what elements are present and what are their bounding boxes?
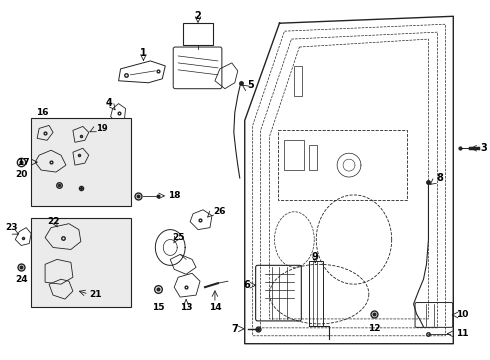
Text: 12: 12 [368, 324, 380, 333]
Text: 15: 15 [152, 302, 165, 311]
Text: 20: 20 [15, 170, 27, 179]
Text: 7: 7 [231, 324, 238, 334]
Text: 21: 21 [90, 289, 102, 298]
Text: 3: 3 [480, 143, 487, 153]
Text: 13: 13 [180, 302, 193, 311]
Text: 4: 4 [105, 98, 112, 108]
Text: 24: 24 [15, 275, 27, 284]
Text: 26: 26 [213, 207, 225, 216]
Text: 14: 14 [209, 302, 221, 311]
Text: 6: 6 [243, 280, 250, 290]
Text: 5: 5 [248, 80, 254, 90]
Text: 23: 23 [5, 223, 18, 232]
Text: 11: 11 [456, 329, 469, 338]
Text: 22: 22 [47, 217, 59, 226]
Bar [294, 66, 302, 96]
Text: 9: 9 [312, 252, 318, 262]
Bar [309, 145, 317, 170]
Bar [31, 118, 130, 206]
Text: 16: 16 [36, 108, 49, 117]
Text: 2: 2 [195, 11, 201, 21]
Bar [285, 140, 304, 170]
Text: 17: 17 [17, 158, 29, 167]
Bar [309, 261, 323, 326]
Bar [31, 218, 130, 307]
Text: 8: 8 [437, 173, 443, 183]
Text: 10: 10 [456, 310, 468, 319]
Bar [183, 23, 213, 45]
Text: 1: 1 [140, 48, 147, 58]
Text: 25: 25 [172, 233, 184, 242]
Bar [277, 130, 407, 200]
Text: 18: 18 [168, 192, 181, 201]
Text: 19: 19 [96, 124, 107, 133]
